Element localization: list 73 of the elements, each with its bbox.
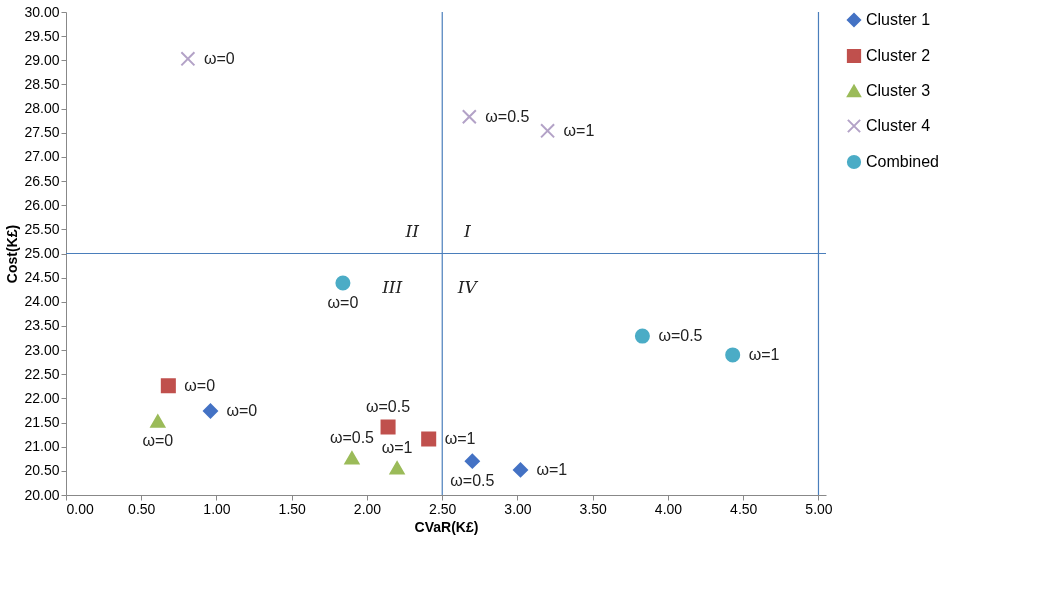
x-tick-label: 4.50 bbox=[730, 500, 758, 517]
annotation: ω=0.5 bbox=[329, 428, 375, 446]
x-tick-label: 3.00 bbox=[504, 500, 532, 517]
y-tick-label: 30.00 bbox=[24, 3, 60, 20]
annotation: ω=0 bbox=[226, 401, 258, 419]
y-tick-label: 22.00 bbox=[24, 389, 60, 406]
point bbox=[634, 328, 650, 344]
point bbox=[464, 453, 480, 469]
y-tick-label: 29.00 bbox=[24, 51, 60, 68]
point bbox=[461, 109, 477, 125]
annotation: ω=0.5 bbox=[485, 107, 530, 125]
y-tick-label: 20.00 bbox=[24, 486, 60, 503]
y-tick-label: 24.50 bbox=[24, 269, 60, 286]
x-tick-label: 4.00 bbox=[654, 500, 683, 517]
x-tick-label: 3.50 bbox=[579, 500, 608, 517]
annotation: ω=0 bbox=[184, 376, 216, 394]
y-tick-label: 22.50 bbox=[24, 365, 60, 382]
x-tick-label: 1.00 bbox=[203, 500, 231, 517]
y-tick-label: 29.50 bbox=[24, 27, 60, 44]
y-tick-label: 25.00 bbox=[24, 245, 60, 261]
point bbox=[389, 461, 405, 475]
annotation: IV bbox=[456, 276, 479, 297]
y-tick-label: 20.50 bbox=[24, 462, 60, 479]
x-tick-label: 2.50 bbox=[429, 500, 457, 517]
legend-label: Combined bbox=[866, 153, 939, 170]
x-tick-label: 0.50 bbox=[128, 500, 156, 517]
annotation: III bbox=[381, 276, 403, 297]
y-tick-label: 27.50 bbox=[24, 124, 60, 141]
annotation: ω=1 bbox=[444, 429, 476, 447]
point bbox=[512, 462, 529, 478]
annotation: ω=0 bbox=[327, 293, 359, 311]
point bbox=[540, 123, 556, 139]
point bbox=[380, 419, 396, 435]
annotation: ω=1 bbox=[381, 438, 413, 456]
annotation: ω=0 bbox=[203, 49, 235, 67]
point bbox=[335, 275, 351, 291]
y-tick-label: 25.50 bbox=[24, 220, 60, 237]
annotation: ω=1 bbox=[748, 345, 780, 363]
point bbox=[180, 51, 196, 67]
point bbox=[725, 347, 741, 363]
annotation: ω=0.5 bbox=[450, 472, 495, 490]
y-axis-title: Cost(K£) bbox=[4, 224, 21, 284]
legend-label: Cluster 1 bbox=[866, 11, 931, 28]
annotation: ω=0 bbox=[142, 432, 174, 450]
point bbox=[421, 431, 437, 447]
y-tick-label: 28.00 bbox=[24, 100, 60, 117]
legend-label: Cluster 4 bbox=[866, 117, 931, 134]
x-tick-label: 2.00 bbox=[353, 500, 382, 517]
point bbox=[344, 451, 360, 465]
point bbox=[150, 414, 166, 428]
y-tick-label: 21.50 bbox=[24, 414, 60, 431]
point bbox=[160, 378, 176, 394]
legend-label: Cluster 3 bbox=[866, 82, 931, 99]
y-tick-label: 23.00 bbox=[24, 341, 60, 358]
y-tick-label: 27.00 bbox=[24, 148, 60, 165]
y-tick-label: 26.00 bbox=[24, 196, 60, 213]
annotation: II bbox=[404, 220, 420, 241]
x-tick-label: 1.50 bbox=[278, 500, 307, 517]
x-tick-label: 5.00 bbox=[805, 500, 833, 517]
y-tick-label: 28.50 bbox=[24, 75, 60, 92]
x-tick-label: 0.00 bbox=[66, 500, 94, 517]
annotation: I bbox=[462, 220, 471, 241]
annotation: ω=1 bbox=[563, 121, 595, 139]
annotation: ω=1 bbox=[536, 460, 568, 478]
y-tick-label: 26.50 bbox=[24, 172, 60, 189]
y-tick-label: 23.50 bbox=[24, 317, 60, 334]
legend-label: Cluster 2 bbox=[866, 47, 931, 64]
annotation: ω=0.5 bbox=[366, 397, 411, 415]
annotation: ω=0.5 bbox=[658, 327, 703, 345]
x-axis-title: CVaR(K£) bbox=[414, 518, 479, 535]
y-tick-label: 24.00 bbox=[24, 293, 60, 310]
point bbox=[202, 403, 218, 419]
y-tick-label: 21.00 bbox=[24, 438, 60, 455]
